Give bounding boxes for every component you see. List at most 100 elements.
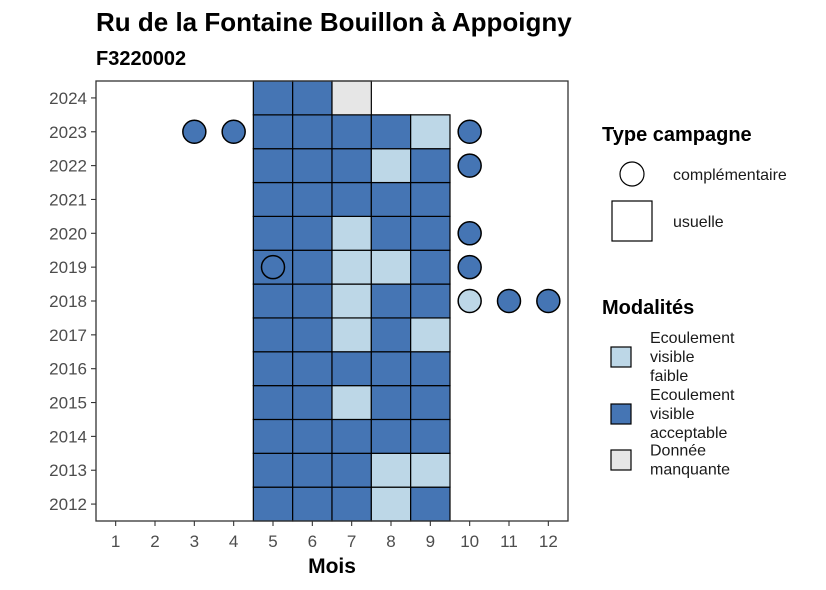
x-tick-label: 9 (426, 532, 435, 551)
cell-usuelle-2015-7 (331, 385, 372, 421)
legend-label-acceptable: visible (650, 406, 695, 423)
legend-type-campagne: Type campagne complémentaire usuelle (602, 124, 787, 242)
point-complementaire-2022-10 (457, 153, 482, 178)
y-tick-label: 2019 (49, 258, 87, 277)
legend-label-manquante: manquante (650, 462, 730, 479)
legend-type-campagne-title: Type campagne (602, 124, 752, 146)
cell-usuelle-2020-6 (292, 215, 333, 251)
legend-label-faible: visible (650, 349, 695, 366)
cell-usuelle-2012-9 (410, 486, 451, 522)
cell-usuelle-2014-8 (370, 418, 412, 454)
cell-usuelle-2017-9 (410, 317, 451, 353)
y-tick-label: 2020 (49, 224, 87, 243)
x-tick-label: 3 (190, 532, 199, 551)
legend-label-complementaire: complémentaire (673, 167, 787, 184)
cell-usuelle-2018-6 (292, 283, 333, 319)
cell-usuelle-2014-5 (252, 418, 294, 454)
cell-usuelle-2018-7 (331, 283, 372, 319)
cell-usuelle-2023-6 (292, 114, 333, 150)
cell-usuelle-2021-8 (370, 181, 412, 217)
cell-usuelle-2019-6 (292, 249, 333, 285)
cell-usuelle-2022-8 (370, 148, 412, 184)
cell-usuelle-2012-5 (252, 486, 294, 522)
x-tick-label: 10 (460, 532, 479, 551)
cell-usuelle-2015-8 (370, 385, 412, 421)
cell-usuelle-2018-5 (252, 283, 294, 319)
cell-usuelle-2023-8 (370, 114, 412, 150)
point-complementaire-2019-10 (457, 254, 482, 280)
x-tick-label: 2 (150, 532, 159, 551)
point-complementaire-2018-12 (536, 288, 561, 314)
legend-swatch-faible (610, 346, 632, 368)
x-tick-label: 4 (229, 532, 238, 551)
legend-modalites-title: Modalités (602, 297, 694, 319)
cell-usuelle-2020-7 (331, 215, 372, 251)
cell-usuelle-2013-6 (292, 452, 333, 488)
cell-usuelle-2013-5 (252, 452, 294, 488)
cell-usuelle-2016-8 (370, 351, 412, 387)
chart-title: Ru de la Fontaine Bouillon à Appoigny (96, 7, 572, 37)
y-axis: 2012 2013 2014 2015 2016 2017 2018 2019 2020 2021… (49, 89, 96, 514)
heatmap-cells (182, 80, 561, 522)
y-tick-label: 2017 (49, 326, 87, 345)
cell-usuelle-2017-7 (331, 317, 372, 353)
y-tick-label: 2013 (49, 461, 87, 480)
cell-usuelle-2013-7 (331, 452, 372, 488)
cell-usuelle-2016-9 (410, 351, 451, 387)
cell-usuelle-2022-7 (331, 148, 372, 184)
point-complementaire-2020-10 (457, 221, 482, 246)
legend-label-faible: Ecoulement (650, 330, 735, 347)
cell-usuelle-2017-8 (370, 317, 412, 353)
x-tick-label: 1 (111, 532, 120, 551)
cell-usuelle-2012-6 (292, 486, 333, 522)
cell-usuelle-2022-9 (410, 148, 451, 184)
point-complementaire-2019-5 (260, 254, 286, 280)
legend-swatch-manquante (610, 449, 632, 471)
cell-usuelle-2018-9 (410, 283, 451, 319)
cell-usuelle-2023-5 (252, 114, 294, 150)
cell-usuelle-2018-8 (370, 283, 412, 319)
legend-label-usuelle: usuelle (673, 214, 724, 231)
cell-usuelle-2021-5 (252, 181, 294, 217)
x-tick-label: 12 (539, 532, 558, 551)
x-tick-label: 5 (268, 532, 277, 551)
legend-modalites: Modalités Ecoulement visible faible Ecoulem… (602, 297, 735, 479)
y-tick-label: 2023 (49, 123, 87, 142)
y-tick-label: 2016 (49, 360, 87, 379)
cell-usuelle-2021-7 (331, 181, 372, 217)
cell-usuelle-2014-7 (331, 418, 372, 454)
point-complementaire-2023-10 (457, 119, 482, 145)
cell-usuelle-2016-5 (252, 351, 294, 387)
cell-usuelle-2017-5 (252, 317, 294, 353)
cell-usuelle-2015-6 (292, 385, 333, 421)
chart-subtitle: F3220002 (96, 48, 186, 70)
cell-usuelle-2021-6 (292, 181, 333, 217)
point-complementaire-2018-11 (496, 288, 522, 314)
cell-usuelle-2023-9 (410, 114, 451, 150)
cell-usuelle-2014-9 (410, 418, 451, 454)
legend-label-faible: faible (650, 368, 688, 385)
cell-usuelle-2022-5 (252, 148, 294, 184)
cell-usuelle-2019-7 (331, 249, 372, 285)
cell-usuelle-2017-6 (292, 317, 333, 353)
cell-usuelle-2012-8 (370, 486, 412, 522)
cell-usuelle-2021-9 (410, 181, 451, 217)
x-tick-label: 8 (386, 532, 395, 551)
y-tick-label: 2024 (49, 89, 87, 108)
y-tick-label: 2012 (49, 495, 87, 514)
x-axis-title: Mois (308, 555, 356, 578)
x-tick-label: 11 (500, 532, 518, 551)
cell-usuelle-2015-5 (252, 385, 294, 421)
y-tick-label: 2014 (49, 427, 87, 446)
legend-circle-symbol (619, 161, 645, 187)
cell-usuelle-2013-9 (410, 452, 451, 488)
point-complementaire-2018-10 (457, 288, 482, 314)
y-tick-label: 2018 (49, 292, 87, 311)
cell-usuelle-2012-7 (331, 486, 372, 522)
legend-swatch-acceptable (610, 403, 632, 425)
cell-usuelle-2024-7 (331, 80, 372, 116)
y-tick-label: 2015 (49, 394, 87, 413)
point-complementaire-2023-4 (221, 119, 246, 145)
cell-usuelle-2020-9 (410, 215, 451, 251)
x-tick-label: 6 (308, 532, 317, 551)
